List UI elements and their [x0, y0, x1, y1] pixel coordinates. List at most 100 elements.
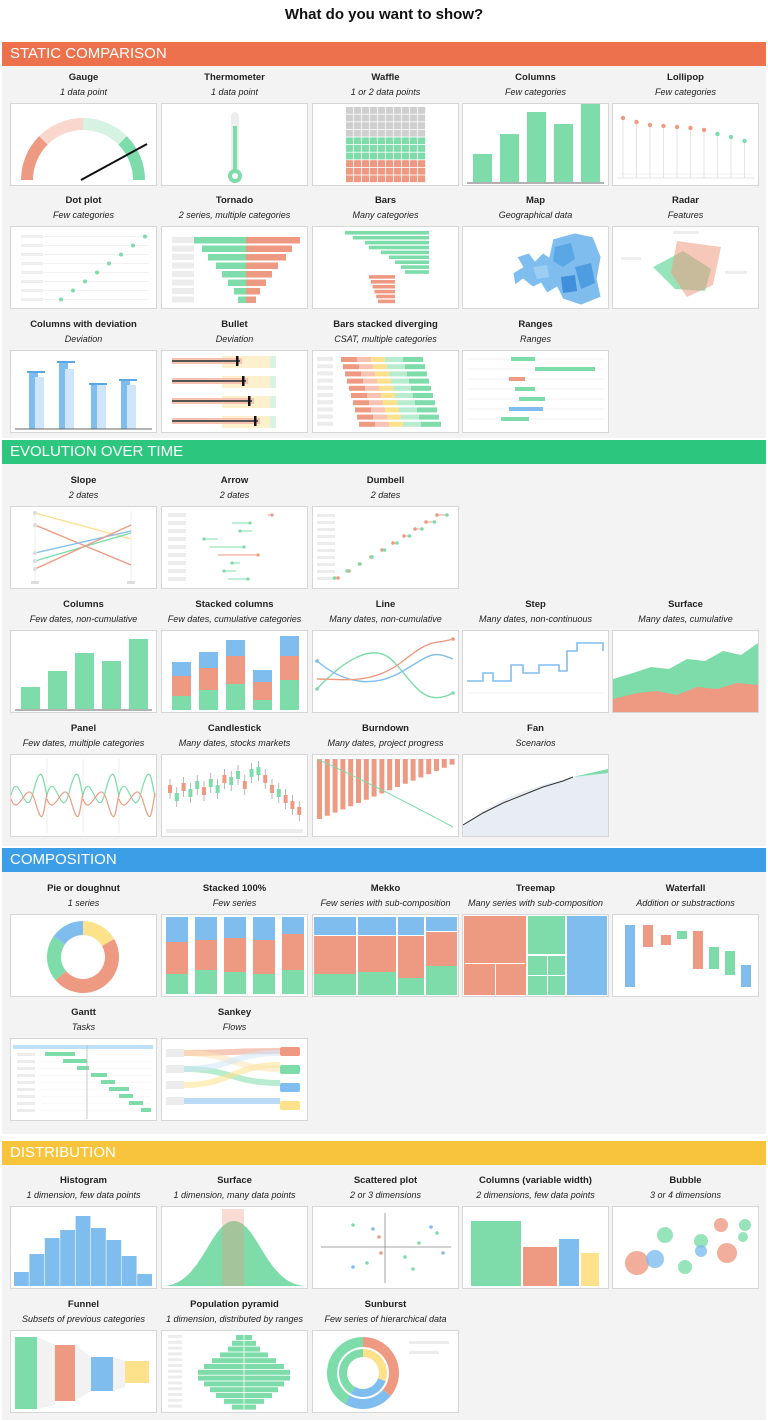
columns-deviation-chart-thumbnail [10, 350, 157, 433]
card-subtitle: Subsets of previous categories [21, 1314, 146, 1324]
ranges-chart-thumbnail [462, 350, 609, 433]
page-title: What do you want to show? [284, 6, 484, 23]
card-subtitle: Few series [212, 898, 257, 908]
columns-time-chart-icon [15, 639, 152, 711]
card-subtitle: Geographical data [498, 210, 573, 220]
card-subtitle: Few series of hierarchical data [324, 1314, 447, 1324]
bars-chart-icon [345, 231, 429, 304]
burndown-chart-icon [316, 758, 455, 828]
surface-distribution-chart-icon [162, 1209, 307, 1286]
step-chart-thumbnail [462, 630, 609, 713]
mekko-chart-icon [314, 917, 457, 995]
bubble-chart-thumbnail [612, 1206, 759, 1289]
slope-chart-thumbnail [10, 506, 157, 589]
gantt-chart-thumbnail [10, 1038, 157, 1121]
step-chart-icon [467, 642, 604, 694]
card-subtitle: 1 or 2 data points [350, 87, 421, 97]
card-subtitle: CSAT, multiple categories [334, 334, 437, 344]
card-subtitle: 2 series, multiple categories [178, 210, 291, 220]
card-title: Scattered plot [353, 1175, 418, 1186]
radar-chart-thumbnail [612, 226, 759, 309]
funnel-chart-icon [15, 1337, 149, 1409]
section-header: STATIC COMPARISON [2, 42, 766, 66]
card-subtitle: 1 series [67, 898, 100, 908]
card-title: Tornado [215, 195, 254, 206]
card-title: Population pyramid [190, 1299, 279, 1310]
card-title: Gauge [68, 72, 99, 83]
section-composition: COMPOSITION Pie or doughnut 1 series Stacke… [2, 848, 766, 1134]
bars-chart-thumbnail [312, 226, 459, 309]
fan-chart-icon [463, 769, 608, 836]
tornado-chart-thumbnail [161, 226, 308, 309]
card-title: Bullet [221, 319, 248, 330]
card-title: Funnel [67, 1299, 100, 1310]
card-subtitle: 3 or 4 dimensions [649, 1190, 722, 1200]
dumbell-chart-icon [317, 513, 449, 580]
diverging-bars-chart-thumbnail [312, 350, 459, 433]
card-title: Bars [374, 195, 397, 206]
treemap-chart-thumbnail [462, 914, 609, 997]
card-title: Columns [515, 72, 556, 83]
waffle-chart-thumbnail [312, 103, 459, 186]
columns-chart-thumbnail [462, 103, 609, 186]
candlestick-chart-icon [166, 761, 303, 833]
card-subtitle: Few categories [654, 87, 717, 97]
treemap-chart-icon [464, 916, 607, 995]
card-subtitle: Many dates, non-cumulative [329, 614, 442, 624]
card-subtitle: Deviation [215, 334, 254, 344]
line-chart-thumbnail [312, 630, 459, 713]
gauge-chart-thumbnail [10, 103, 157, 186]
fan-chart-thumbnail [462, 754, 609, 837]
map-chart-icon [512, 232, 602, 306]
candlestick-chart-thumbnail [161, 754, 308, 837]
card-subtitle: Few categories [52, 210, 115, 220]
card-title: Histogram [60, 1175, 107, 1186]
card-subtitle: Scenarios [515, 738, 556, 748]
bullet-chart-thumbnail [161, 350, 308, 433]
card-subtitle: Many categories [352, 210, 419, 220]
bubble-chart-icon [625, 1218, 751, 1275]
card-subtitle: Many dates, cumulative [638, 614, 733, 624]
card-title: Radar [672, 195, 699, 206]
card-subtitle: Few dates, multiple categories [22, 738, 145, 748]
population-pyramid-chart-thumbnail [161, 1330, 308, 1413]
card-subtitle: Tasks [71, 1022, 96, 1032]
card-title: Arrow [220, 475, 249, 486]
card-title: Candlestick [207, 723, 262, 734]
card-title: Bubble [669, 1175, 702, 1186]
dot-plot-chart-icon [21, 234, 149, 302]
stacked-columns-chart-thumbnail [161, 630, 308, 713]
section-evolution-over-time: EVOLUTION OVER TIME Slope 2 dates Arrow 2 da… [2, 440, 766, 846]
radar-chart-icon [621, 231, 747, 297]
card-title: Waffle [371, 72, 400, 83]
card-subtitle: Few categories [504, 87, 567, 97]
card-subtitle: 1 dimension, few data points [26, 1190, 141, 1200]
arrow-chart-thumbnail [161, 506, 308, 589]
card-title: Step [525, 599, 546, 610]
card-subtitle: 1 data point [210, 87, 259, 97]
card-title: Waterfall [665, 883, 706, 894]
card-title: Burndown [362, 723, 409, 734]
panel-chart-thumbnail [10, 754, 157, 837]
variable-width-columns-chart-icon [471, 1221, 599, 1286]
mekko-chart-thumbnail [312, 914, 459, 997]
waterfall-chart-thumbnail [612, 914, 759, 997]
waterfall-chart-icon [625, 925, 751, 987]
columns-time-chart-thumbnail [10, 630, 157, 713]
card-subtitle: Many series with sub-composition [467, 898, 604, 908]
section-header: DISTRIBUTION [2, 1141, 766, 1165]
ranges-chart-icon [467, 357, 604, 421]
sunburst-chart-thumbnail [312, 1330, 459, 1413]
card-title: Ranges [518, 319, 553, 330]
columns-deviation-chart-icon [15, 361, 152, 430]
stacked-100-chart-thumbnail [161, 914, 308, 997]
card-title: Fan [527, 723, 544, 734]
diverging-bars-chart-icon [317, 357, 441, 427]
section-distribution: DISTRIBUTION Histogram 1 dimension, few da… [2, 1141, 766, 1420]
sunburst-chart-icon [327, 1337, 449, 1409]
burndown-chart-thumbnail [312, 754, 459, 837]
card-subtitle: Few dates, cumulative categories [167, 614, 302, 624]
card-title: Dot plot [65, 195, 102, 206]
card-title: Sankey [217, 1007, 252, 1018]
card-title: Gantt [71, 1007, 96, 1018]
